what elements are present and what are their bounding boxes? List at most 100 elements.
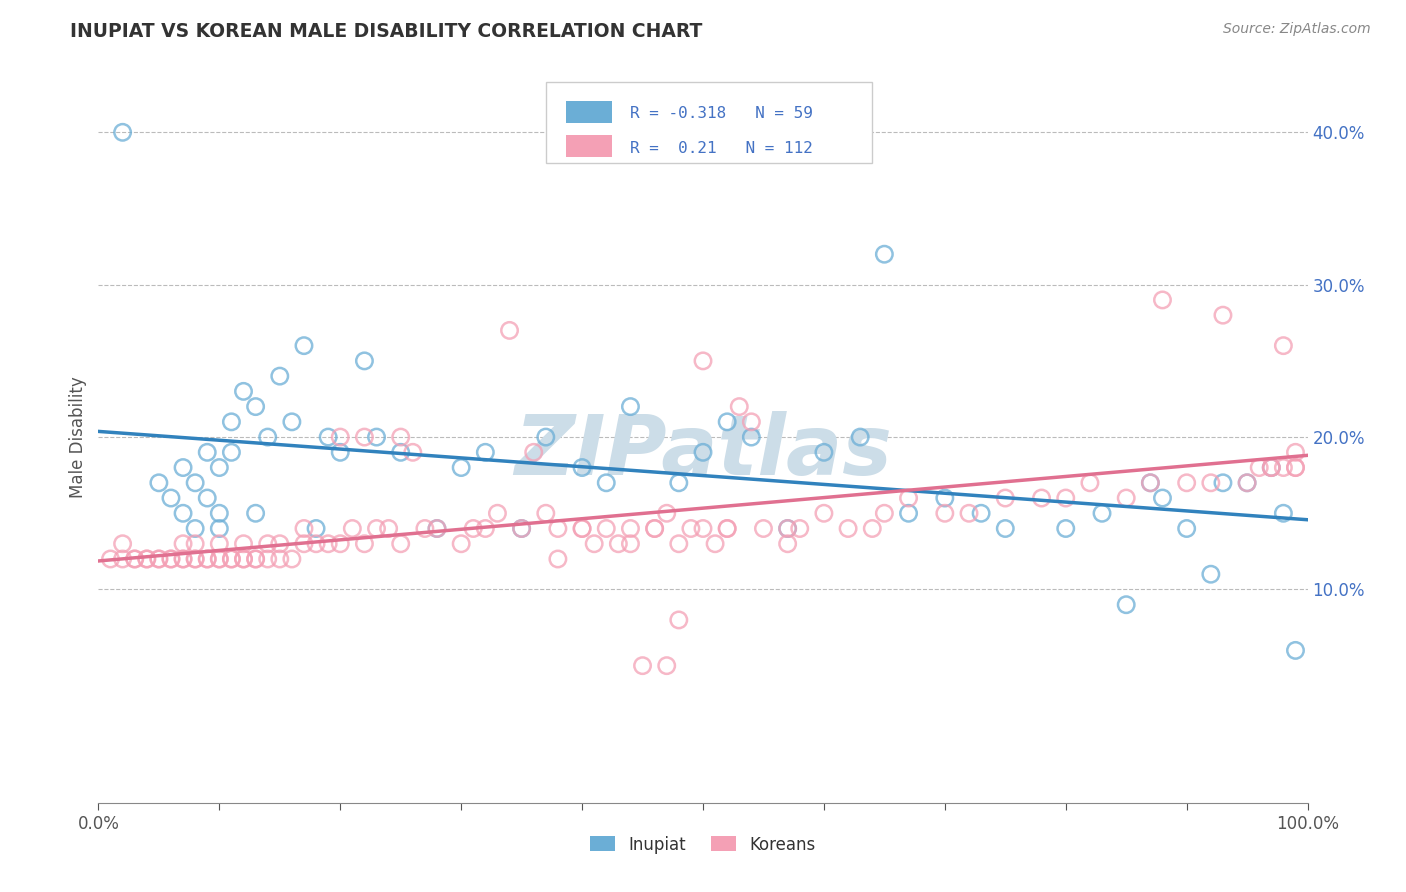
Point (292, 537, 315, 551)
Point (534, 430, 557, 444)
Point (208, 537, 231, 551)
Legend: Inupiat, Koreans: Inupiat, Koreans (583, 829, 823, 860)
Point (450, 460, 472, 475)
Point (148, 475, 170, 490)
Point (256, 552, 278, 566)
Point (571, 521, 593, 535)
Point (1284, 445, 1306, 459)
Point (269, 552, 291, 566)
Point (1260, 460, 1282, 475)
Point (1199, 567, 1222, 582)
Point (124, 552, 146, 566)
Point (1284, 460, 1306, 475)
Point (377, 521, 399, 535)
Point (172, 460, 194, 475)
Point (160, 491, 183, 505)
Point (208, 521, 231, 535)
Point (172, 552, 194, 566)
Point (389, 430, 412, 444)
Point (413, 521, 436, 535)
Point (1260, 460, 1282, 475)
Point (1091, 506, 1114, 520)
Point (860, 521, 883, 535)
Point (316, 537, 339, 551)
Point (571, 521, 593, 535)
Point (426, 521, 449, 535)
Point (510, 521, 533, 535)
Point (1152, 293, 1174, 307)
Point (716, 521, 738, 535)
FancyBboxPatch shape (567, 135, 613, 157)
FancyBboxPatch shape (567, 101, 613, 122)
Point (970, 506, 993, 520)
Point (813, 506, 835, 520)
Point (100, 552, 122, 566)
Point (281, 415, 304, 429)
Point (184, 475, 207, 490)
Point (463, 521, 485, 535)
Point (389, 445, 412, 459)
Point (195, 552, 218, 566)
Point (547, 552, 569, 566)
Point (607, 537, 630, 551)
Point (994, 521, 1017, 535)
Point (728, 400, 751, 414)
Point (644, 521, 666, 535)
Point (692, 521, 714, 535)
Point (389, 537, 412, 551)
Point (172, 552, 194, 566)
Point (329, 430, 352, 444)
Point (474, 521, 496, 535)
Point (897, 491, 920, 505)
Point (1236, 475, 1258, 490)
Text: R =  0.21   N = 112: R = 0.21 N = 112 (630, 141, 813, 156)
Point (329, 445, 352, 459)
Point (111, 552, 134, 566)
Point (256, 430, 278, 444)
Point (1175, 475, 1198, 490)
Point (1031, 491, 1053, 505)
Point (534, 506, 557, 520)
Point (208, 552, 231, 566)
Text: R = -0.318   N = 59: R = -0.318 N = 59 (630, 106, 813, 121)
Point (934, 506, 956, 520)
Point (184, 552, 207, 566)
Point (547, 521, 569, 535)
Point (269, 369, 291, 384)
Point (776, 537, 799, 551)
Point (1260, 460, 1282, 475)
Point (160, 552, 183, 566)
Point (221, 552, 243, 566)
Point (245, 506, 267, 520)
Point (692, 445, 714, 459)
Point (619, 400, 641, 414)
Point (208, 552, 231, 566)
Point (1139, 475, 1161, 490)
Point (342, 521, 364, 535)
Point (523, 445, 546, 459)
Point (510, 521, 533, 535)
Point (1152, 491, 1174, 505)
Point (305, 521, 328, 535)
Point (195, 552, 218, 566)
Point (849, 430, 872, 444)
Point (873, 506, 896, 520)
Point (426, 521, 449, 535)
Point (111, 537, 134, 551)
Point (595, 521, 617, 535)
Point (1212, 475, 1234, 490)
Point (994, 491, 1017, 505)
Point (148, 552, 170, 566)
Point (184, 521, 207, 535)
Point (160, 552, 183, 566)
Point (957, 506, 980, 520)
Point (292, 521, 315, 535)
Point (474, 445, 496, 459)
Point (619, 537, 641, 551)
Point (655, 506, 678, 520)
Point (1199, 475, 1222, 490)
Point (111, 125, 134, 139)
Point (245, 552, 267, 566)
Point (668, 475, 690, 490)
Point (1236, 475, 1258, 490)
